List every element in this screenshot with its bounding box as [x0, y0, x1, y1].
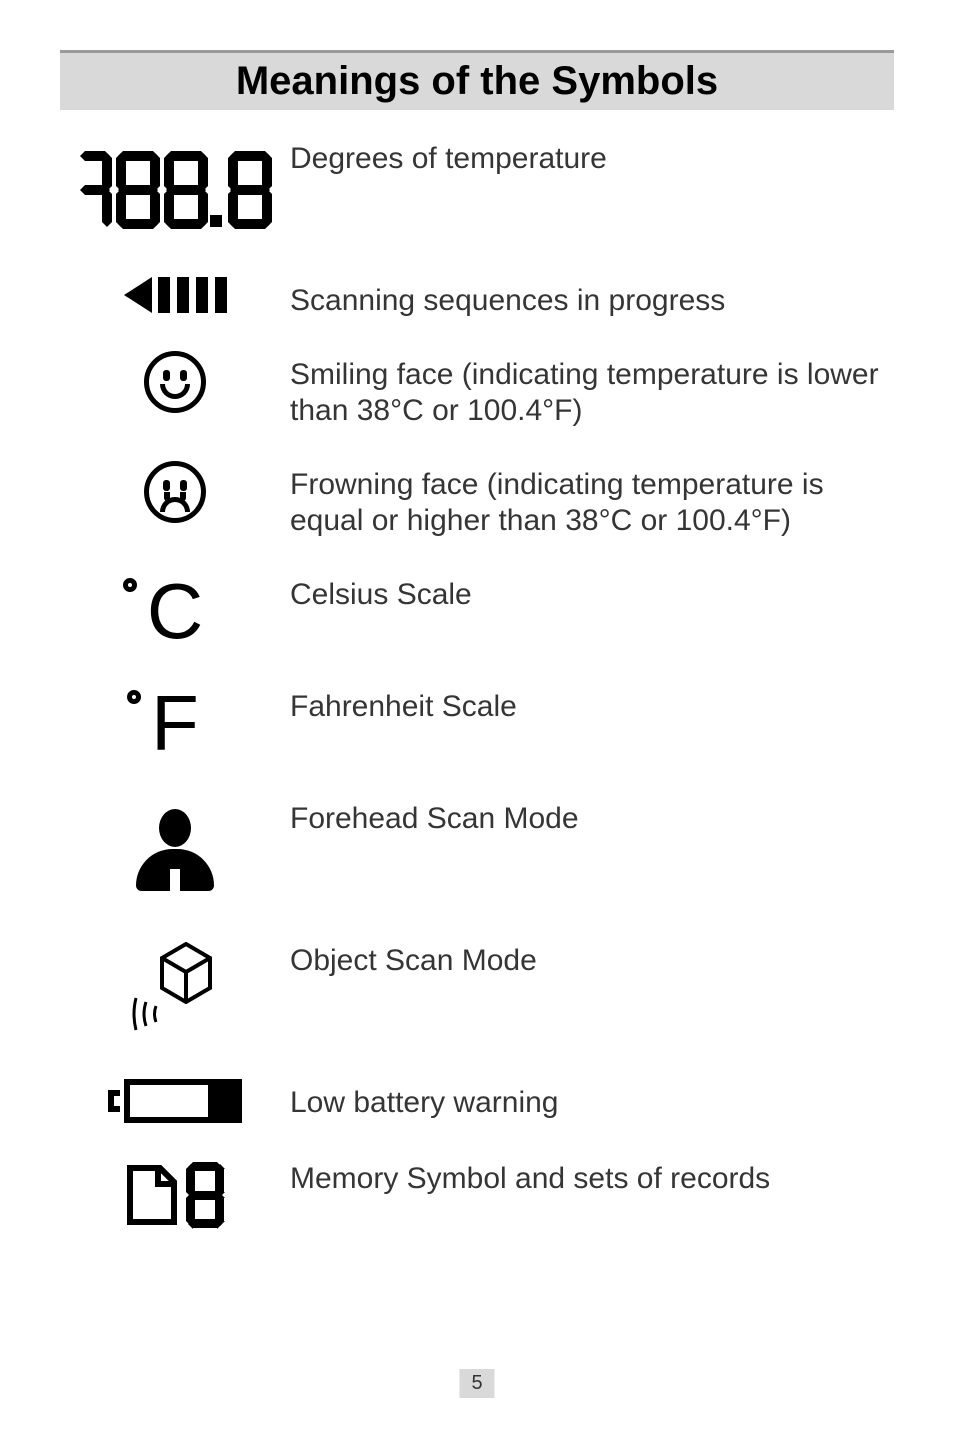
row-degrees: Degrees of temperature — [60, 135, 894, 245]
person-icon — [60, 795, 290, 905]
row-fahrenheit: F Fahrenheit Scale — [60, 683, 894, 763]
desc-celsius: Celsius Scale — [290, 571, 894, 613]
cube-scan-icon — [60, 937, 290, 1047]
row-smile: Smiling face (indicating temperature is … — [60, 351, 894, 429]
row-celsius: C Celsius Scale — [60, 571, 894, 651]
desc-scanning: Scanning sequences in progress — [290, 277, 894, 319]
seven-segment-icon — [60, 135, 290, 245]
desc-battery: Low battery warning — [290, 1079, 894, 1121]
smiling-face-icon — [60, 351, 290, 413]
title-bar: Meanings of the Symbols — [60, 50, 894, 110]
frowning-face-icon — [60, 461, 290, 523]
desc-smile: Smiling face (indicating temperature is … — [290, 351, 894, 429]
row-battery: Low battery warning — [60, 1079, 894, 1123]
row-forehead: Forehead Scan Mode — [60, 795, 894, 905]
desc-memory: Memory Symbol and sets of records — [290, 1155, 894, 1197]
desc-object: Object Scan Mode — [290, 937, 894, 979]
fahrenheit-icon: F — [60, 683, 290, 763]
celsius-icon: C — [60, 571, 290, 651]
row-frown: Frowning face (indicating temperature is… — [60, 461, 894, 539]
memory-icon — [60, 1155, 290, 1235]
row-object: Object Scan Mode — [60, 937, 894, 1047]
row-scanning: Scanning sequences in progress — [60, 277, 894, 319]
page-number: 5 — [459, 1369, 494, 1398]
page-title: Meanings of the Symbols — [60, 59, 894, 104]
desc-fahrenheit: Fahrenheit Scale — [290, 683, 894, 725]
scanning-arrow-icon — [60, 277, 290, 313]
desc-frown: Frowning face (indicating temperature is… — [290, 461, 894, 539]
desc-forehead: Forehead Scan Mode — [290, 795, 894, 837]
low-battery-icon — [60, 1079, 290, 1123]
row-memory: Memory Symbol and sets of records — [60, 1155, 894, 1235]
desc-degrees: Degrees of temperature — [290, 135, 894, 177]
